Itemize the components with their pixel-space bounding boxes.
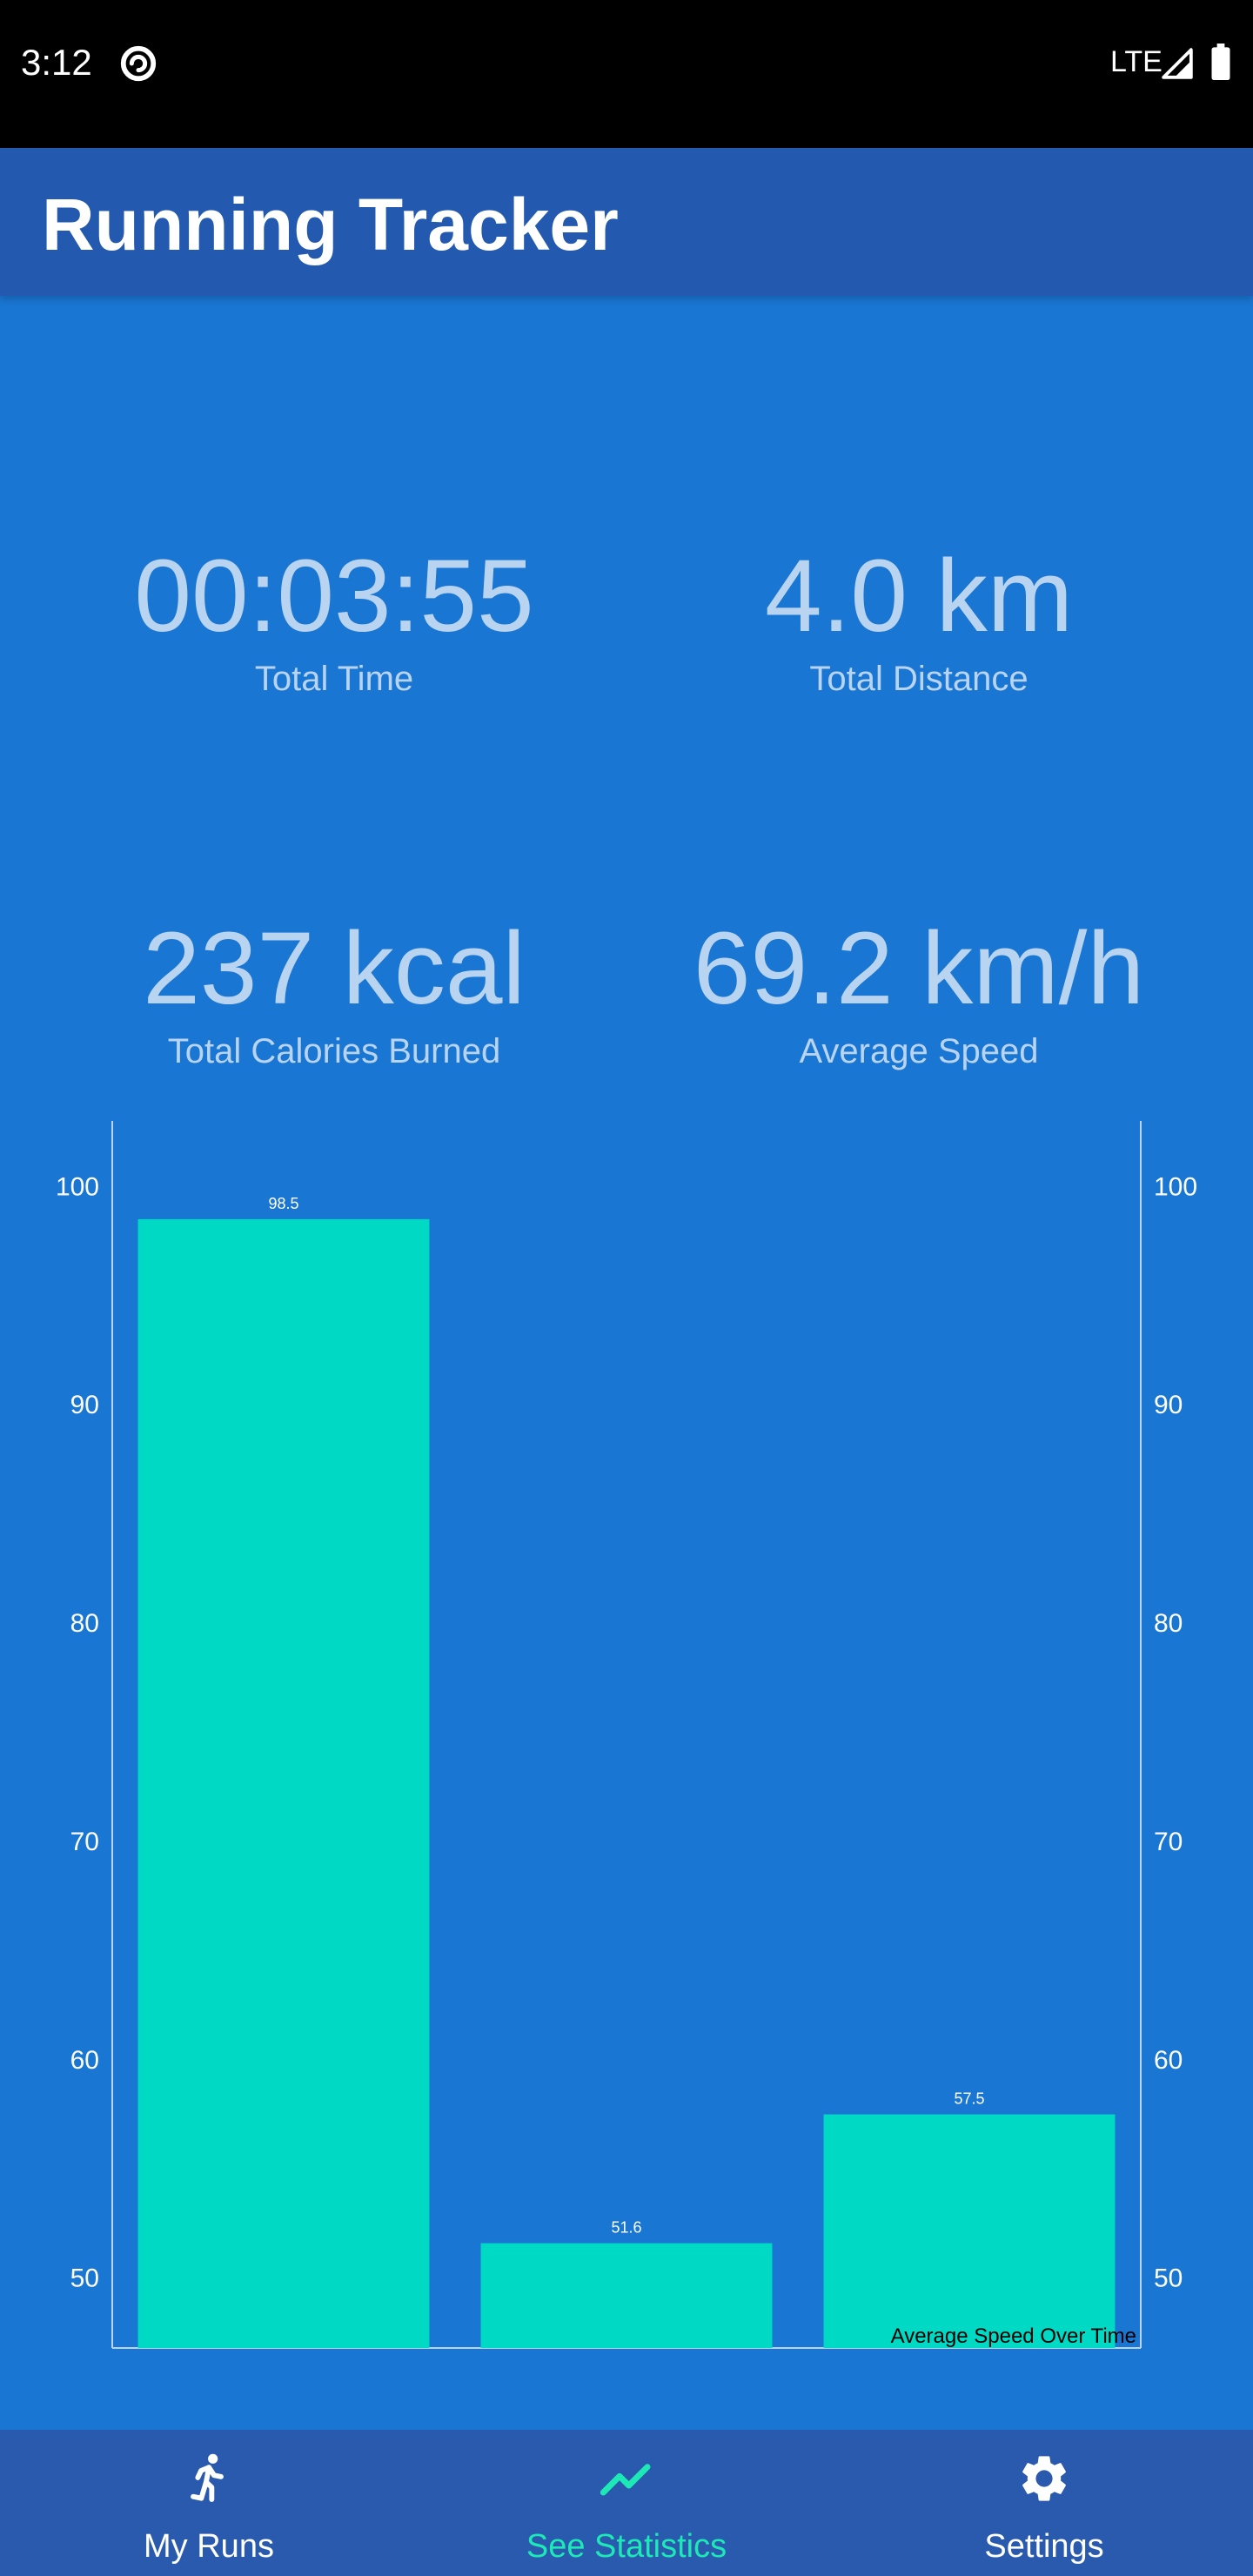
nav-item-settings[interactable]: Settings <box>835 2430 1253 2576</box>
app-bar: Running Tracker <box>0 148 1253 296</box>
speed-bar-chart[interactable]: 50 50 60 60 70 70 80 80 90 90 100 100 98.5 51.6 57.5 Av… <box>0 1114 1253 2358</box>
nav-label-settings: Settings <box>984 2528 1104 2565</box>
y-tick-label-left: 90 <box>70 1391 99 1419</box>
stat-total-time: 00:03:55 Total Time <box>21 535 647 701</box>
bar <box>137 1218 430 2348</box>
total-distance-value: 4.0 km <box>764 539 1074 654</box>
network-type: LTE <box>1110 45 1163 78</box>
signal-icon <box>1162 48 1193 79</box>
y-tick-label-left: 50 <box>70 2264 99 2293</box>
running-person-icon <box>191 2453 224 2502</box>
y-tick-label-right: 90 <box>1154 1391 1183 1419</box>
y-tick-label-right: 100 <box>1154 1172 1197 1201</box>
chart-canvas[interactable]: 50 50 60 60 70 70 80 80 90 90 100 100 98.5 51.6 57.5 Av… <box>0 1114 1253 2358</box>
average-speed-value: 69.2 km/h <box>693 911 1145 1026</box>
nav-label-my-runs: My Runs <box>144 2528 274 2565</box>
y-tick-label-right: 60 <box>1154 2046 1183 2075</box>
trending-up-icon <box>600 2464 651 2496</box>
bar <box>823 2114 1116 2348</box>
bottom-navigation: My Runs See Statistics Settings <box>0 2430 1253 2576</box>
bar <box>480 2243 773 2348</box>
y-tick-label-right: 50 <box>1154 2264 1183 2293</box>
total-calories-value: 237 kcal <box>143 911 526 1026</box>
y-tick-label-left: 100 <box>56 1172 99 1201</box>
nav-item-my-runs[interactable]: My Runs <box>0 2430 418 2576</box>
total-time-value: 00:03:55 <box>134 539 534 654</box>
nav-label-see-statistics: See Statistics <box>526 2528 727 2565</box>
total-distance-label: Total Distance <box>809 660 1029 698</box>
status-time: 3:12 <box>21 42 92 83</box>
stat-total-distance: 4.0 km Total Distance <box>606 535 1232 701</box>
battery-icon <box>1211 44 1230 80</box>
nav-item-see-statistics[interactable]: See Statistics <box>418 2430 835 2576</box>
y-tick-label-right: 70 <box>1154 1828 1183 1856</box>
y-tick-label-right: 80 <box>1154 1609 1183 1638</box>
stat-average-speed: 69.2 km/h Average Speed <box>606 908 1232 1073</box>
page-title: Running Tracker <box>42 184 619 265</box>
status-bar: 3:12 LTE <box>0 0 1253 148</box>
stat-total-calories: 237 kcal Total Calories Burned <box>21 908 647 1073</box>
chart-description: Average Speed Over Time <box>891 2324 1136 2348</box>
y-tick-label-left: 80 <box>70 1609 99 1638</box>
total-time-label: Total Time <box>254 660 414 698</box>
sync-icon <box>120 45 157 82</box>
average-speed-label: Average Speed <box>799 1032 1039 1070</box>
y-tick-label-left: 60 <box>70 2046 99 2075</box>
bar-value-label: 57.5 <box>954 2090 984 2108</box>
bar-value-label: 51.6 <box>611 2219 641 2237</box>
bar-value-label: 98.5 <box>268 1195 298 1212</box>
gear-icon <box>1022 2456 1066 2501</box>
total-calories-label: Total Calories Burned <box>167 1032 501 1070</box>
y-tick-label-left: 70 <box>70 1828 99 1856</box>
